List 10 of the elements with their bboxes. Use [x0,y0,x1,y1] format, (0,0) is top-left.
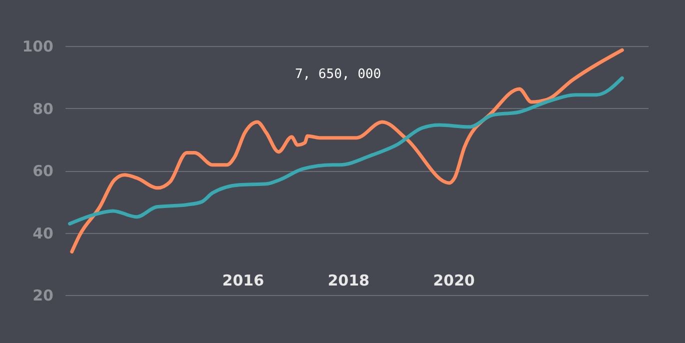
y-tick-label: 20 [32,286,54,304]
y-tick-label: 100 [22,38,54,56]
x-tick-label: 2020 [433,272,475,290]
y-tick-label: 40 [32,224,54,242]
y-tick-label: 60 [32,162,54,180]
x-tick-label: 2016 [222,272,264,290]
y-tick-label: 80 [32,100,54,118]
annotation: 7, 650, 000 [294,67,382,82]
line-series [70,48,624,254]
x-tick-label: 2018 [328,272,370,290]
